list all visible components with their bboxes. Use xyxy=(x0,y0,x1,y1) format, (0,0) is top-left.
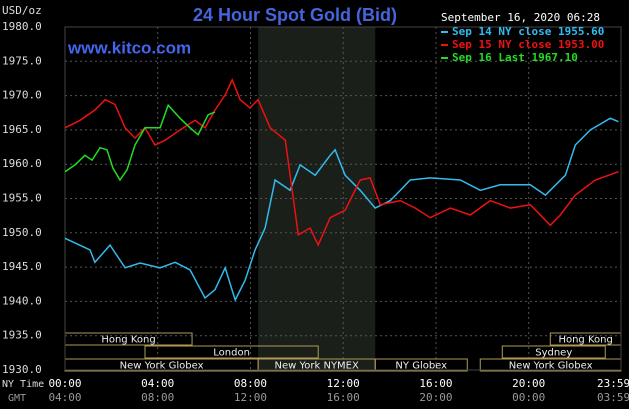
y-tick-label: 1945.0 xyxy=(2,260,42,273)
x-tick-label: 12:00 xyxy=(327,377,360,390)
session-label: London xyxy=(213,348,250,359)
chart-title: 24 Hour Spot Gold (Bid) xyxy=(193,5,397,25)
y-tick-label: 1965.0 xyxy=(2,123,42,136)
x-tick-label: 08:00 xyxy=(234,377,267,390)
y-tick-label: 1930.0 xyxy=(2,363,42,376)
session-label: Sydney xyxy=(535,348,572,359)
x-tick-label: 04:00 xyxy=(141,377,174,390)
x-tick-label: 00:00 xyxy=(48,377,81,390)
y-tick-label: 1940.0 xyxy=(2,294,42,307)
x2-row-label: GMT xyxy=(8,393,26,404)
session-label: New York Globex xyxy=(120,361,204,372)
legend-entry: Sep 15 NY close 1953.00 xyxy=(452,38,604,51)
x2-tick-label: 12:00 xyxy=(234,391,267,404)
session-box xyxy=(501,345,606,359)
session-label: New York Globex xyxy=(509,361,593,372)
session-label: NY Globex xyxy=(395,361,447,372)
y-tick-label: 1970.0 xyxy=(2,89,42,102)
y-tick-label: 1960.0 xyxy=(2,157,42,170)
session-box xyxy=(144,345,319,359)
x2-tick-label: 08:00 xyxy=(141,391,174,404)
y-tick-label: 1935.0 xyxy=(2,329,42,342)
y-tick-label: 1955.0 xyxy=(2,192,42,205)
x2-tick-label: 03:59 xyxy=(597,391,629,404)
session-box xyxy=(374,358,468,372)
x2-tick-label: 20:00 xyxy=(419,391,452,404)
x-tick-label: 23:59 xyxy=(597,377,629,390)
x2-tick-label: 16:00 xyxy=(327,391,360,404)
session-label: Hong Kong xyxy=(101,335,155,346)
plot-frame xyxy=(64,26,622,371)
session-label: New York NYMEX xyxy=(275,361,360,372)
timestamp: September 16, 2020 06:28 xyxy=(441,11,600,24)
watermark: www.kitco.com xyxy=(67,38,191,57)
legend-entry: Sep 14 NY close 1955.60 xyxy=(452,25,604,38)
x-tick-label: 20:00 xyxy=(512,377,545,390)
session-label: Hong Kong xyxy=(558,335,612,346)
legend-entry: Sep 16 Last 1967.10 xyxy=(452,51,578,64)
x2-tick-label: 00:00 xyxy=(512,391,545,404)
y-tick-label: 1975.0 xyxy=(2,54,42,67)
x-tick-label: 16:00 xyxy=(419,377,452,390)
y-axis-label: USD/oz xyxy=(2,4,42,17)
price-line xyxy=(64,117,619,302)
x2-tick-label: 04:00 xyxy=(48,391,81,404)
y-tick-label: 1950.0 xyxy=(2,226,42,239)
x-row-label: NY Time xyxy=(2,379,44,390)
price-line xyxy=(64,103,216,182)
y-tick-label: 1980.0 xyxy=(2,20,42,33)
